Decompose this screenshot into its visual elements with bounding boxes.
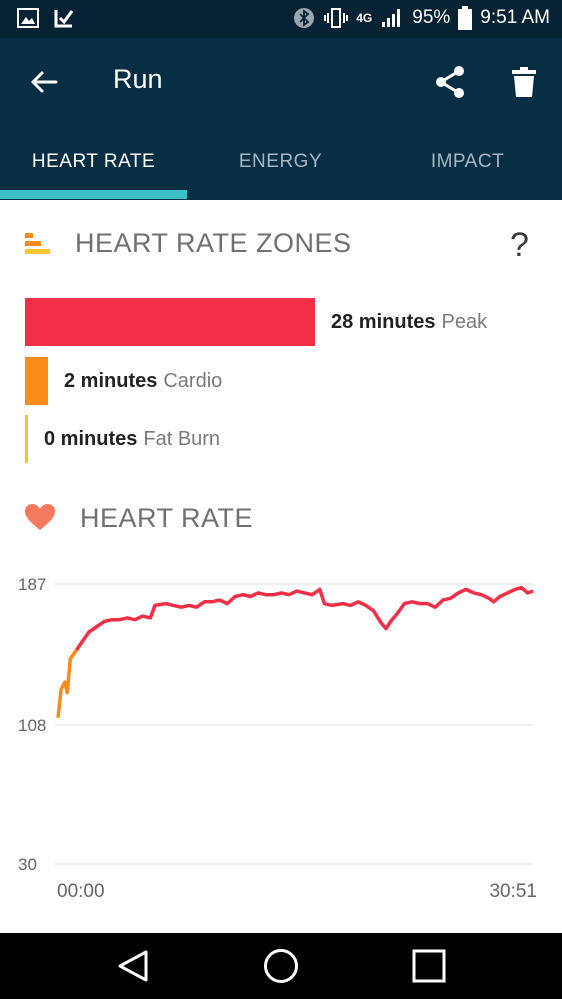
arrow-back-icon xyxy=(31,71,58,93)
nav-recents-button[interactable] xyxy=(407,944,451,988)
share-icon xyxy=(436,66,464,98)
zone-row-peak: 28 minutes Peak xyxy=(25,298,487,346)
square-recents-icon xyxy=(412,949,446,983)
zone-minutes-cardio: 2 minutes xyxy=(64,369,158,392)
zone-name-peak: Peak xyxy=(441,310,488,333)
page-title: Run xyxy=(113,64,163,94)
tab-energy[interactable]: ENERGY xyxy=(238,151,323,172)
heart-icon xyxy=(24,503,56,531)
bluetooth-icon xyxy=(292,6,316,30)
zone-minutes-fat-burn: 0 minutes xyxy=(44,427,138,450)
battery-percent: 95% xyxy=(412,7,451,28)
zone-row-fat-burn: 0 minutes Fat Burn xyxy=(25,415,220,463)
tab-impact[interactable]: IMPACT xyxy=(430,151,505,172)
zone-name-cardio: Cardio xyxy=(163,369,223,392)
heart-rate-line-cardio xyxy=(56,648,78,718)
vibrate-icon xyxy=(324,6,349,30)
heart-rate-chart: 187 108 30 00:00 30:51 xyxy=(18,575,537,902)
back-button[interactable] xyxy=(22,60,66,104)
triangle-back-icon xyxy=(118,950,148,982)
nav-back-button[interactable] xyxy=(111,944,155,988)
task-check-icon xyxy=(52,6,76,30)
network-type: 4G xyxy=(356,11,373,25)
y-tick-label: 108 xyxy=(18,716,46,735)
status-bar: 4G 95% 9:51 AM xyxy=(0,0,562,38)
zone-bar-fat-burn xyxy=(25,415,28,463)
battery-icon xyxy=(458,6,473,30)
heart-rate-title: HEART RATE xyxy=(80,503,254,533)
x-tick-label: 30:51 xyxy=(489,881,537,902)
nav-home-button[interactable] xyxy=(259,944,303,988)
share-button[interactable] xyxy=(428,60,472,104)
gallery-icon xyxy=(16,6,40,30)
tab-bar: HEART RATE ENERGY IMPACT xyxy=(0,124,562,200)
active-tab-indicator xyxy=(0,190,187,199)
zone-row-cardio: 2 minutes Cardio xyxy=(25,357,222,405)
zone-minutes-peak: 28 minutes xyxy=(331,310,436,333)
zones-bars-icon xyxy=(25,233,51,255)
heart-rate-line-peak xyxy=(75,585,534,651)
zones-title: HEART RATE ZONES xyxy=(75,228,352,258)
y-tick-label: 187 xyxy=(18,575,46,594)
help-button[interactable]: ? xyxy=(510,226,529,264)
zone-bar-cardio xyxy=(25,357,48,405)
app-bar: Run xyxy=(0,38,562,124)
circle-home-icon xyxy=(264,949,298,983)
signal-icon xyxy=(380,6,404,30)
y-tick-label: 30 xyxy=(18,855,37,874)
clock: 9:51 AM xyxy=(480,7,550,28)
zone-bar-peak xyxy=(25,298,315,346)
system-nav-bar xyxy=(0,933,562,999)
zone-name-fat-burn: Fat Burn xyxy=(143,427,221,450)
delete-button[interactable] xyxy=(502,60,546,104)
x-tick-label: 00:00 xyxy=(57,881,105,902)
trash-icon xyxy=(512,67,536,97)
tab-heart-rate[interactable]: HEART RATE xyxy=(31,151,156,172)
